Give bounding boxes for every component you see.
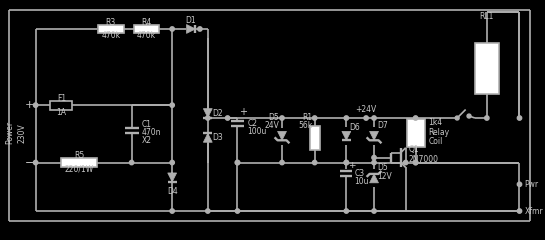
Text: 100u: 100u (247, 127, 267, 136)
Circle shape (312, 160, 317, 165)
Circle shape (235, 160, 240, 165)
Circle shape (205, 116, 210, 120)
Polygon shape (203, 109, 212, 118)
Text: D4: D4 (167, 187, 178, 196)
Text: 470n: 470n (142, 128, 161, 137)
Circle shape (312, 116, 317, 120)
Text: R5: R5 (74, 151, 84, 160)
Circle shape (344, 209, 348, 213)
Polygon shape (186, 24, 196, 33)
Text: 2N7000: 2N7000 (409, 155, 439, 164)
Text: F1: F1 (57, 94, 66, 103)
Polygon shape (342, 131, 351, 140)
Text: D2: D2 (212, 108, 222, 118)
Circle shape (170, 160, 174, 165)
Text: Power
230V: Power 230V (5, 121, 26, 144)
Circle shape (170, 209, 174, 213)
Text: 470k: 470k (137, 31, 156, 40)
Circle shape (372, 156, 376, 160)
Circle shape (372, 209, 376, 213)
Bar (98, 24, 124, 33)
Circle shape (235, 160, 240, 165)
Circle shape (517, 116, 522, 120)
Circle shape (372, 116, 376, 120)
Text: 1A: 1A (56, 108, 66, 117)
Text: Xfmr: Xfmr (524, 207, 543, 216)
Text: 24V: 24V (264, 121, 279, 130)
Text: Coil: Coil (428, 137, 443, 146)
Text: −: − (25, 157, 34, 168)
Text: D3: D3 (212, 133, 222, 142)
Circle shape (235, 209, 240, 213)
Circle shape (33, 160, 38, 165)
Bar (475, 43, 499, 94)
Circle shape (485, 116, 489, 120)
Circle shape (280, 116, 284, 120)
Text: D1: D1 (186, 16, 196, 24)
Circle shape (33, 103, 38, 107)
Text: +: + (25, 100, 34, 110)
Circle shape (414, 116, 418, 120)
Text: Q1: Q1 (409, 145, 419, 154)
Circle shape (344, 160, 348, 165)
Bar (310, 126, 319, 150)
Text: C2: C2 (247, 120, 257, 128)
Bar (407, 119, 425, 147)
Text: RL1: RL1 (480, 12, 494, 21)
Circle shape (170, 27, 174, 31)
Circle shape (205, 209, 210, 213)
Text: 1k4: 1k4 (428, 119, 443, 127)
Text: C1: C1 (142, 120, 152, 129)
Text: R1: R1 (302, 113, 313, 121)
Text: X2: X2 (142, 136, 152, 145)
Bar (62, 158, 97, 167)
Text: 220/1W: 220/1W (64, 165, 94, 174)
Circle shape (467, 114, 471, 118)
Circle shape (455, 116, 459, 120)
Text: +: + (239, 107, 247, 117)
Text: D5: D5 (268, 113, 279, 121)
Polygon shape (277, 131, 287, 140)
Polygon shape (168, 173, 177, 182)
Text: Relay: Relay (428, 128, 450, 137)
Circle shape (344, 160, 348, 165)
Polygon shape (370, 131, 378, 140)
Circle shape (198, 27, 202, 31)
Circle shape (364, 116, 368, 120)
Text: D5: D5 (377, 163, 387, 172)
Circle shape (517, 209, 522, 213)
Text: Pwr: Pwr (524, 180, 538, 189)
Text: 56k: 56k (299, 121, 313, 130)
Bar (134, 24, 159, 33)
Circle shape (170, 103, 174, 107)
Text: D7: D7 (377, 121, 387, 130)
Circle shape (226, 116, 230, 120)
Text: +: + (348, 161, 356, 170)
Circle shape (517, 182, 522, 186)
Circle shape (414, 160, 418, 165)
Polygon shape (370, 174, 378, 183)
Text: R4: R4 (141, 18, 152, 27)
Circle shape (280, 160, 284, 165)
Text: +24V: +24V (355, 105, 377, 114)
Text: 470k: 470k (101, 31, 120, 40)
Text: C3: C3 (354, 169, 365, 178)
Circle shape (414, 160, 418, 165)
Circle shape (372, 160, 376, 165)
Text: 10u: 10u (354, 177, 369, 186)
Text: R3: R3 (106, 18, 116, 27)
Circle shape (344, 116, 348, 120)
Polygon shape (203, 133, 212, 142)
Text: 12V: 12V (377, 172, 392, 181)
Bar (51, 101, 72, 110)
Circle shape (403, 160, 408, 165)
Circle shape (129, 160, 134, 165)
Text: D6: D6 (349, 123, 360, 132)
